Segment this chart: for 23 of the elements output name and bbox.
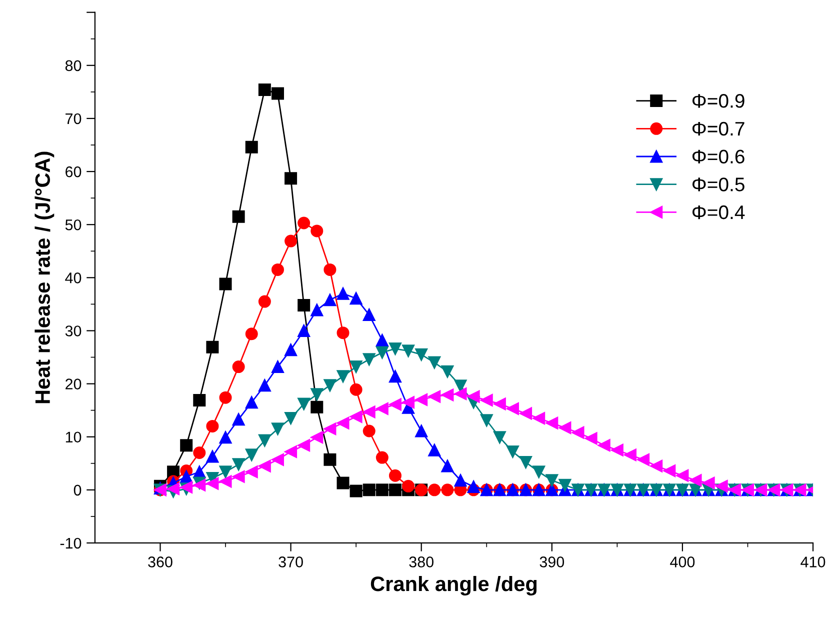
y-tick-label: 60: [66, 166, 82, 178]
y-tick-label: 0: [74, 484, 82, 496]
y-tick-label: 10: [66, 432, 82, 443]
y-tick-label: 50: [65, 219, 82, 230]
y-tick-label: -10: [60, 538, 82, 549]
x-tick-label: 390: [540, 556, 564, 568]
y-tick-label: 30: [65, 326, 82, 336]
legend-label: Φ=0.4: [692, 205, 745, 220]
legend-label: Φ=0.6: [692, 150, 744, 164]
x-axis-title: Crank angle /deg: [370, 576, 537, 596]
x-tick-label: 360: [148, 556, 172, 568]
y-tick-label: 70: [66, 113, 82, 124]
x-tick-label: 370: [278, 556, 303, 568]
y-tick-label: 80: [65, 60, 82, 72]
y-tick-label: 40: [65, 272, 82, 284]
legend-label: Φ=0.5: [692, 178, 744, 192]
x-tick-label: 410: [800, 556, 826, 568]
legend-label: Φ=0.9: [692, 94, 744, 108]
legend-label: Φ=0.7: [692, 122, 744, 136]
x-tick-label: 380: [409, 556, 434, 568]
y-tick-label: 20: [66, 378, 82, 390]
x-tick-label: 400: [670, 556, 695, 568]
y-axis-title: Heat release rate / (J/°CA): [34, 152, 54, 404]
